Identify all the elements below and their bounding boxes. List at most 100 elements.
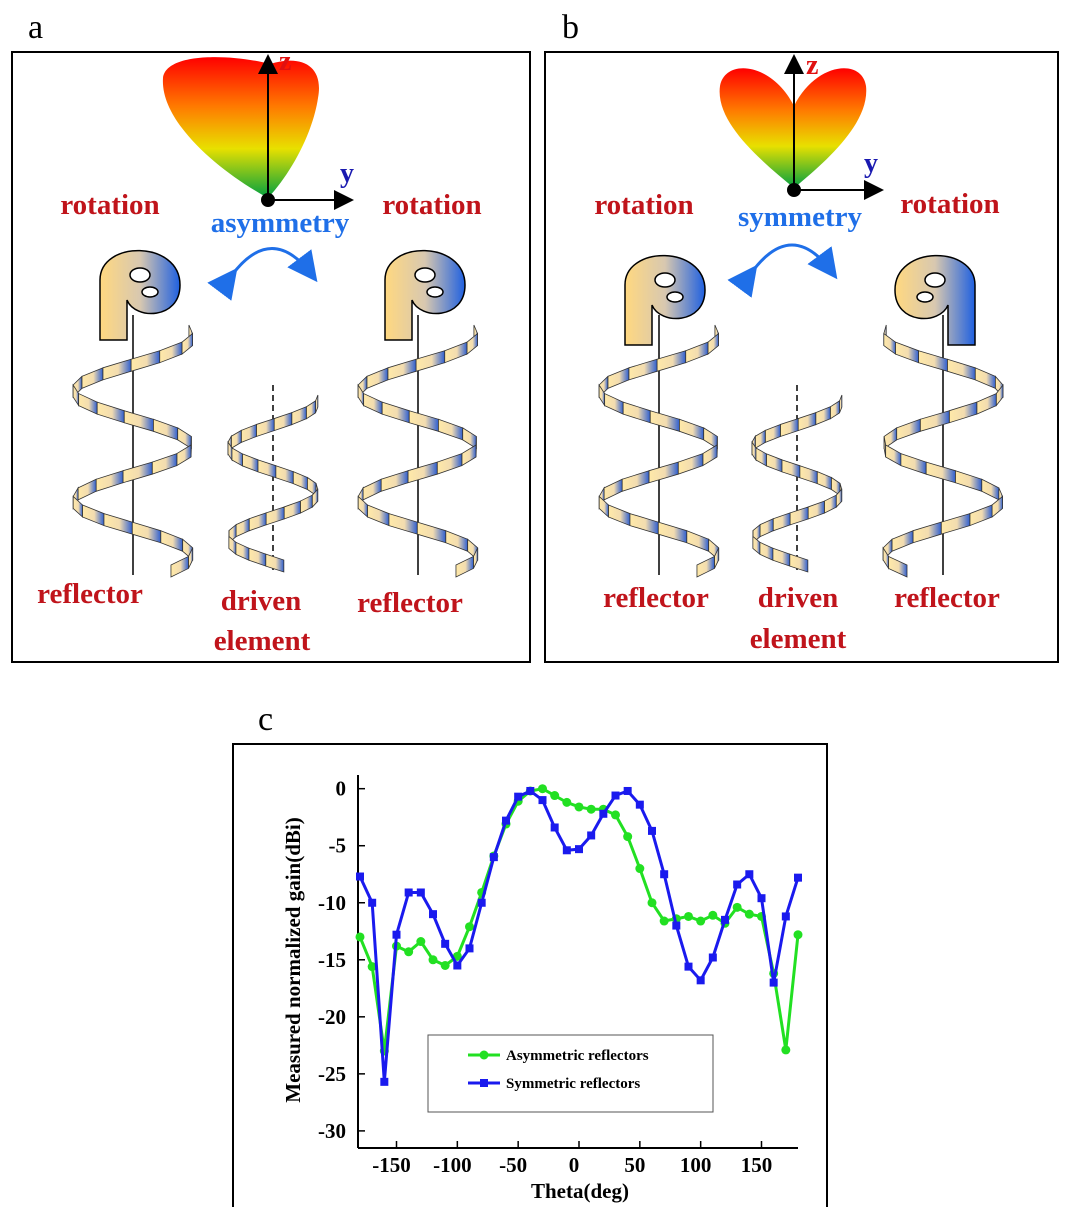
marker (550, 791, 560, 801)
rotation-label: rotation (900, 188, 999, 220)
marker (356, 872, 364, 881)
helix-strip (273, 412, 293, 432)
marker (489, 853, 498, 862)
marker (635, 864, 645, 874)
helix-strip (628, 358, 658, 381)
helix-strip (153, 418, 179, 441)
x-tick-label: 0 (569, 1153, 580, 1177)
helix-strip (955, 470, 983, 492)
helix-strip (752, 535, 761, 556)
x-tick-label: 100 (680, 1153, 712, 1177)
helix-strip (648, 461, 679, 484)
helix-strip (896, 418, 921, 441)
panel-frame (11, 51, 531, 663)
helix-strip (170, 555, 189, 578)
panel-label: c (258, 701, 273, 738)
marker (648, 826, 656, 835)
legend-label: Asymmetric reflectors (506, 1048, 649, 1064)
x-tick-label: -100 (433, 1153, 472, 1177)
helix-strip (81, 367, 104, 390)
helix-strip (388, 513, 418, 535)
radiation-pattern (162, 57, 319, 198)
helix-strip (816, 471, 832, 491)
helix-strip (772, 547, 791, 567)
helix-strip (799, 465, 818, 485)
helix-strip (891, 530, 914, 552)
helix-strip (416, 521, 447, 544)
marker (745, 870, 754, 879)
helix-strip (231, 447, 243, 467)
helix-strip (248, 512, 267, 532)
marker (477, 898, 486, 907)
marker (380, 1077, 389, 1086)
helix-strip (755, 447, 767, 467)
helix-strip (895, 341, 919, 364)
helix-strip (656, 350, 687, 372)
helix-strip (940, 513, 971, 535)
legend-label: Symmetric reflectors (506, 1076, 640, 1092)
legend-marker (479, 1050, 489, 1060)
marker (684, 911, 693, 921)
helix-strip (363, 392, 383, 415)
helix-strip (131, 521, 162, 544)
helix-strip (228, 535, 237, 556)
helix-strip (151, 453, 178, 475)
helix-strip (102, 358, 132, 381)
helix-strip (754, 429, 766, 449)
panel-label: a (28, 9, 43, 46)
helix-strip (685, 341, 709, 364)
x-tick-label: 50 (624, 1153, 645, 1177)
helix-strip (981, 478, 1000, 501)
origin (787, 183, 801, 197)
panel-frame (544, 51, 1059, 663)
helix-strip (919, 410, 950, 432)
marker (368, 898, 377, 907)
helix-strip (77, 478, 97, 501)
marker (708, 953, 717, 962)
helix-strip (764, 423, 781, 443)
helix-strip (159, 341, 183, 364)
helix-strip (123, 410, 154, 432)
helix-strip (969, 504, 993, 527)
marker (526, 786, 535, 795)
helix-strip (408, 410, 439, 432)
helix-strip (240, 423, 257, 443)
helix-strip (367, 504, 390, 527)
element-label: element (214, 625, 311, 657)
coil-hole (924, 272, 946, 288)
helix-strip (82, 504, 105, 527)
y-tick-label: -10 (318, 891, 346, 915)
helix-strip (462, 427, 477, 450)
helix-strip (686, 530, 710, 552)
marker (562, 797, 572, 807)
helix-strip (703, 427, 718, 450)
marker (635, 800, 644, 809)
helix-strip (621, 470, 650, 492)
helix-strip (466, 332, 478, 355)
marker (696, 976, 705, 985)
helix-strip (759, 541, 774, 561)
helix-strip (299, 494, 313, 514)
helix-strip (95, 470, 124, 492)
marker (599, 809, 608, 818)
helix-strip (366, 367, 389, 390)
marker (575, 845, 583, 854)
marker (550, 823, 559, 832)
helix-strip (380, 470, 409, 492)
helix-strip (649, 410, 680, 432)
helix-strip (265, 553, 285, 573)
helix-strip (607, 367, 630, 390)
marker (574, 802, 584, 812)
element-label: driven (221, 585, 302, 617)
axis-label: z (279, 46, 291, 77)
helix-strip (255, 418, 275, 438)
marker (721, 915, 729, 924)
marker (623, 786, 632, 795)
marker (367, 962, 377, 972)
helix-strip (461, 444, 477, 467)
helix-strip (947, 358, 976, 381)
marker (611, 810, 620, 820)
coil-hole (414, 267, 436, 283)
coil-hole (141, 286, 159, 298)
